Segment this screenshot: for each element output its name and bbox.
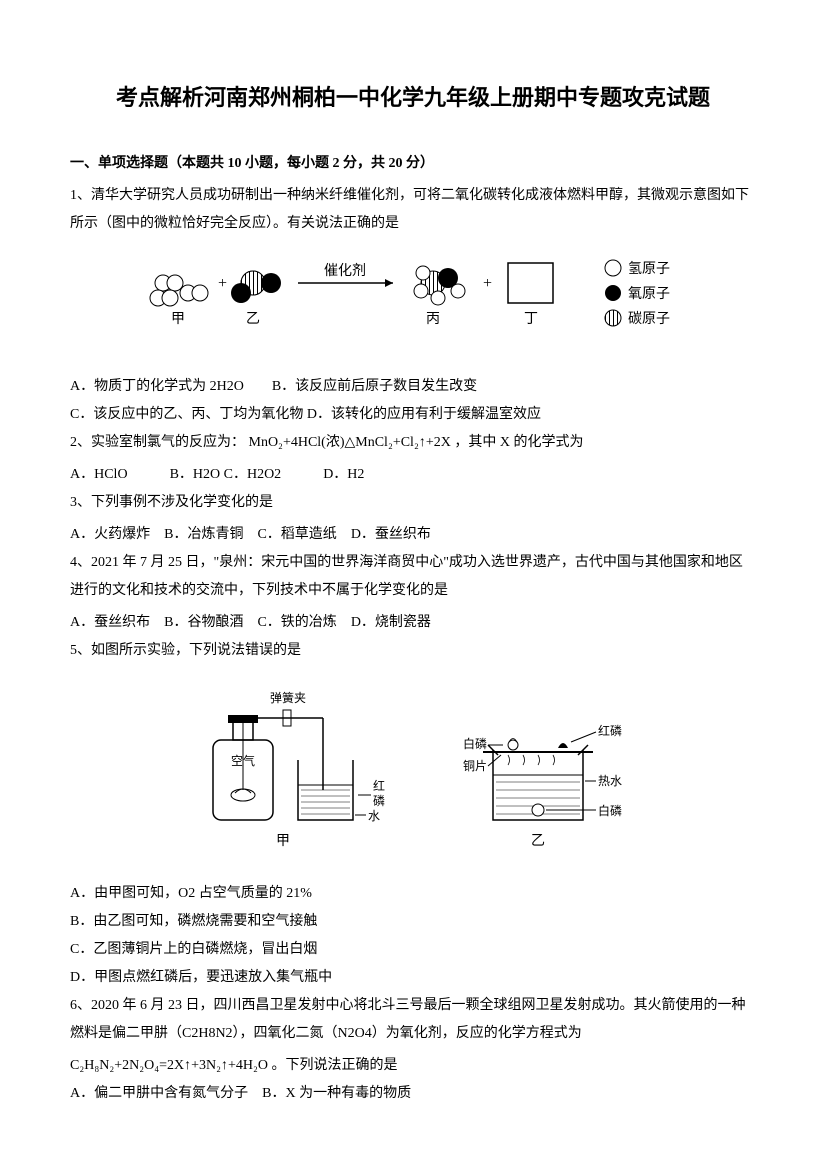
label-yi: 乙 — [246, 311, 260, 327]
q4-optA: A．蚕丝织布 — [70, 615, 150, 630]
question-4-options: A．蚕丝织布 B．谷物酿酒 C．铁的冶炼 D．烧制瓷器 — [70, 609, 756, 637]
svg-text:乙: 乙 — [531, 833, 545, 849]
q5-optB: B．由乙图可知，磷燃烧需要和空气接触 — [70, 908, 756, 936]
question-5-diagram: 空气 弹簧夹 红 磷 水 — [70, 680, 756, 865]
question-6-eq: C₂H₈N₂+2N₂O₄=2X↑+3N₂↑+4H₂O 。下列说法正确的是 — [70, 1052, 756, 1080]
q2-optD: D．H2 — [323, 467, 364, 482]
question-4-text: 4、2021 年 7 月 25 日，"泉州：宋元中国的世界海洋商贸中心"成功入选… — [70, 549, 756, 605]
label-ding: 丁 — [524, 312, 538, 327]
question-2-options: A．HClO B．H2O C．H2O2 D．H2 — [70, 461, 756, 489]
question-5-text: 5、如图所示实验，下列说法错误的是 — [70, 637, 756, 665]
q1-optD: D．该转化的应用有利于缓解温室效应 — [307, 407, 541, 422]
q1-optA: A．物质丁的化学式为 2H2O — [70, 379, 244, 394]
question-6-options: A．偏二甲肼中含有氮气分子 B．X 为一种有毒的物质 — [70, 1080, 756, 1108]
svg-text:红: 红 — [373, 778, 385, 793]
q4-optB: B．谷物酿酒 — [164, 615, 243, 630]
q5-optA: A．由甲图可知，O2 占空气质量的 21% — [70, 880, 756, 908]
q6-text2: 。下列说法正确的是 — [271, 1058, 397, 1073]
question-1-diagram: 甲 + 乙 催化剂 — [70, 253, 756, 358]
q3-optB: B．冶炼青铜 — [164, 527, 243, 542]
legend-carbon: 碳原子 — [628, 311, 670, 327]
q5-optC: C．乙图薄铜片上的白磷燃烧，冒出白烟 — [70, 936, 756, 964]
q4-optD: D．烧制瓷器 — [351, 615, 431, 630]
question-5-options: A．由甲图可知，O2 占空气质量的 21% B．由乙图可知，磷燃烧需要和空气接触… — [70, 880, 756, 992]
question-3-text: 3、下列事例不涉及化学变化的是 — [70, 489, 756, 517]
q2-text: 2、实验室制氯气的反应为： — [70, 435, 245, 450]
q5-optD: D．甲图点燃红磷后，要迅速放入集气瓶中 — [70, 964, 756, 992]
q2-equation: MnO₂+4HCl(浓)△MnCl₂+Cl₂↑+2X — [249, 435, 451, 450]
q2-optB: B．H2O — [170, 467, 221, 482]
q6-optA: A．偏二甲肼中含有氮气分子 — [70, 1086, 248, 1101]
question-3-options: A．火药爆炸 B．冶炼青铜 C．稻草造纸 D．蚕丝织布 — [70, 521, 756, 549]
svg-text:红磷: 红磷 — [598, 723, 622, 738]
q3-optC: C．稻草造纸 — [257, 527, 336, 542]
svg-text:+: + — [483, 275, 492, 292]
svg-text:热水: 热水 — [598, 774, 622, 788]
label-jia: 甲 — [171, 312, 185, 327]
label-catalyst: 催化剂 — [324, 263, 366, 279]
q4-optC: C．铁的冶炼 — [257, 615, 336, 630]
svg-text:磷: 磷 — [373, 793, 385, 808]
question-1-text: 1、清华大学研究人员成功研制出一种纳米纤维催化剂，可将二氧化碳转化成液体燃料甲醇… — [70, 182, 756, 238]
section-header: 一、单项选择题（本题共 10 小题，每小题 2 分，共 20 分） — [70, 152, 756, 172]
question-2: 2、实验室制氯气的反应为： MnO₂+4HCl(浓)△MnCl₂+Cl₂↑+2X… — [70, 429, 756, 457]
svg-text:铜片: 铜片 — [463, 758, 487, 773]
page-title: 考点解析河南郑州桐柏一中化学九年级上册期中专题攻克试题 — [70, 80, 756, 112]
q1-optC: C．该反应中的乙、丙、丁均为氧化物 — [70, 407, 303, 422]
question-6-text: 6、2020 年 6 月 23 日，四川西昌卫星发射中心将北斗三号最后一颗全球组… — [70, 992, 756, 1048]
legend-hydrogen: 氢原子 — [628, 261, 670, 277]
legend-oxygen: 氧原子 — [628, 286, 670, 302]
q2-text2: ，其中 X 的化学式为 — [454, 435, 583, 450]
q6-optB: B．X 为一种有毒的物质 — [262, 1086, 411, 1101]
svg-text:甲: 甲 — [276, 834, 290, 849]
q6-equation: C₂H₈N₂+2N₂O₄=2X↑+3N₂↑+4H₂O — [70, 1058, 268, 1073]
svg-text:+: + — [218, 275, 227, 292]
label-bing: 丙 — [426, 312, 440, 327]
svg-text:水: 水 — [368, 809, 380, 823]
q2-optA: A．HClO — [70, 467, 128, 482]
q3-optD: D．蚕丝织布 — [351, 527, 431, 542]
svg-text:白磷: 白磷 — [463, 736, 487, 751]
svg-text:白磷: 白磷 — [598, 803, 622, 818]
question-1-options: A．物质丁的化学式为 2H2O B．该反应前后原子数目发生改变 C．该反应中的乙… — [70, 373, 756, 429]
q2-optC: C．H2O2 — [224, 467, 282, 482]
q1-optB: B．该反应前后原子数目发生改变 — [272, 379, 477, 394]
svg-text:弹簧夹: 弹簧夹 — [270, 690, 306, 705]
q3-optA: A．火药爆炸 — [70, 527, 150, 542]
